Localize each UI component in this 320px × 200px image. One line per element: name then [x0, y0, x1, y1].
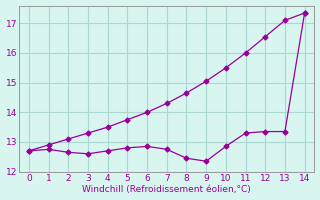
- X-axis label: Windchill (Refroidissement éolien,°C): Windchill (Refroidissement éolien,°C): [83, 185, 251, 194]
